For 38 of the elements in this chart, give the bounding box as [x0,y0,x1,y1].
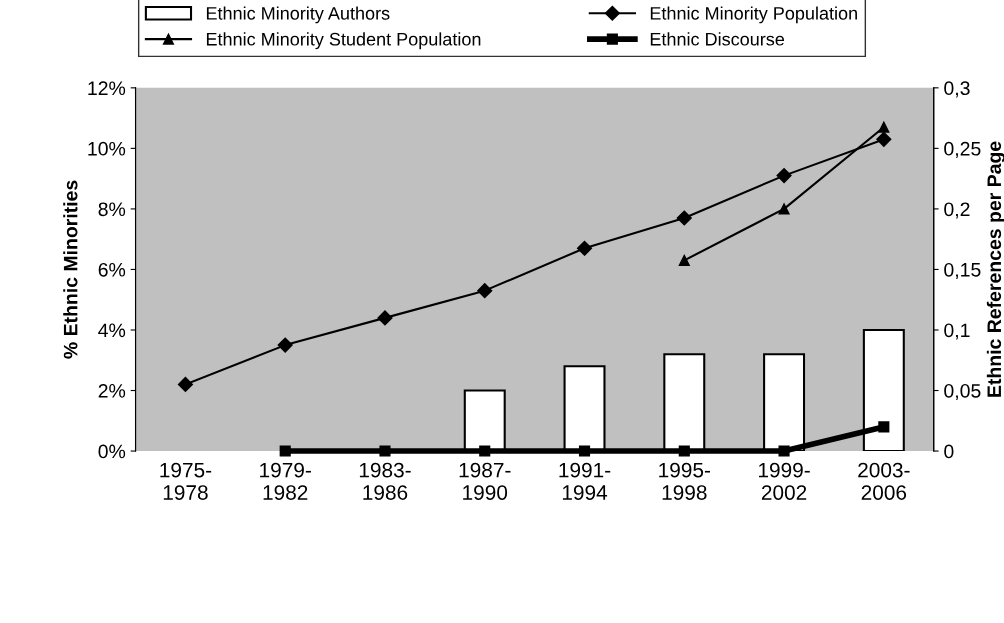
y-tick-label: 8% [98,202,126,217]
y-tick-label: 10% [88,141,126,156]
legend-label: Ethnic Discourse [650,32,785,46]
y-axis-title: % Ethnic Minorities [63,180,78,359]
y-tick-label: 6% [98,262,126,277]
x-tick-label: 1983- 1986 [359,462,411,500]
legend-label: Ethnic Minority Authors [206,6,390,24]
x-tick-label: 1975- 1978 [160,462,212,500]
point [778,203,790,215]
point [876,131,892,147]
point [676,210,692,226]
legend-label: Ethnic Minority Student Population [206,32,481,50]
y2-tick-label: 0,1 [944,323,970,340]
point [477,283,493,299]
point [878,121,890,133]
point [277,337,293,353]
x-tick-label: 1979- 1982 [260,462,311,500]
point [576,240,593,256]
point [776,168,792,184]
x-tick-label: 1999- 2002 [759,462,810,500]
y2-tick-label: 0,2 [944,202,970,219]
x-tick-label: 1991- 1994 [559,462,611,500]
y-tick-label: 12% [88,81,126,95]
x-tick-label: 2003- 2006 [858,462,910,500]
point [678,254,690,266]
y2-tick-label: 0,3 [944,81,970,98]
y2-tick-label: 0,05 [944,383,981,401]
y-tick-label: 2% [98,383,126,398]
y2-tick-label: 0,25 [944,141,981,158]
y2-tick-label: 0 [944,444,954,459]
y-tick-label: 4% [98,323,126,338]
x-tick-label: 1987- 1990 [459,462,511,500]
y2-tick-label: 0,15 [944,262,981,279]
legend-label: Ethnic Minority Population [650,6,857,24]
x-tick-label: 1995- 1998 [659,462,711,500]
point [177,376,193,393]
y-tick-label: 0% [98,444,126,459]
point [377,310,393,326]
